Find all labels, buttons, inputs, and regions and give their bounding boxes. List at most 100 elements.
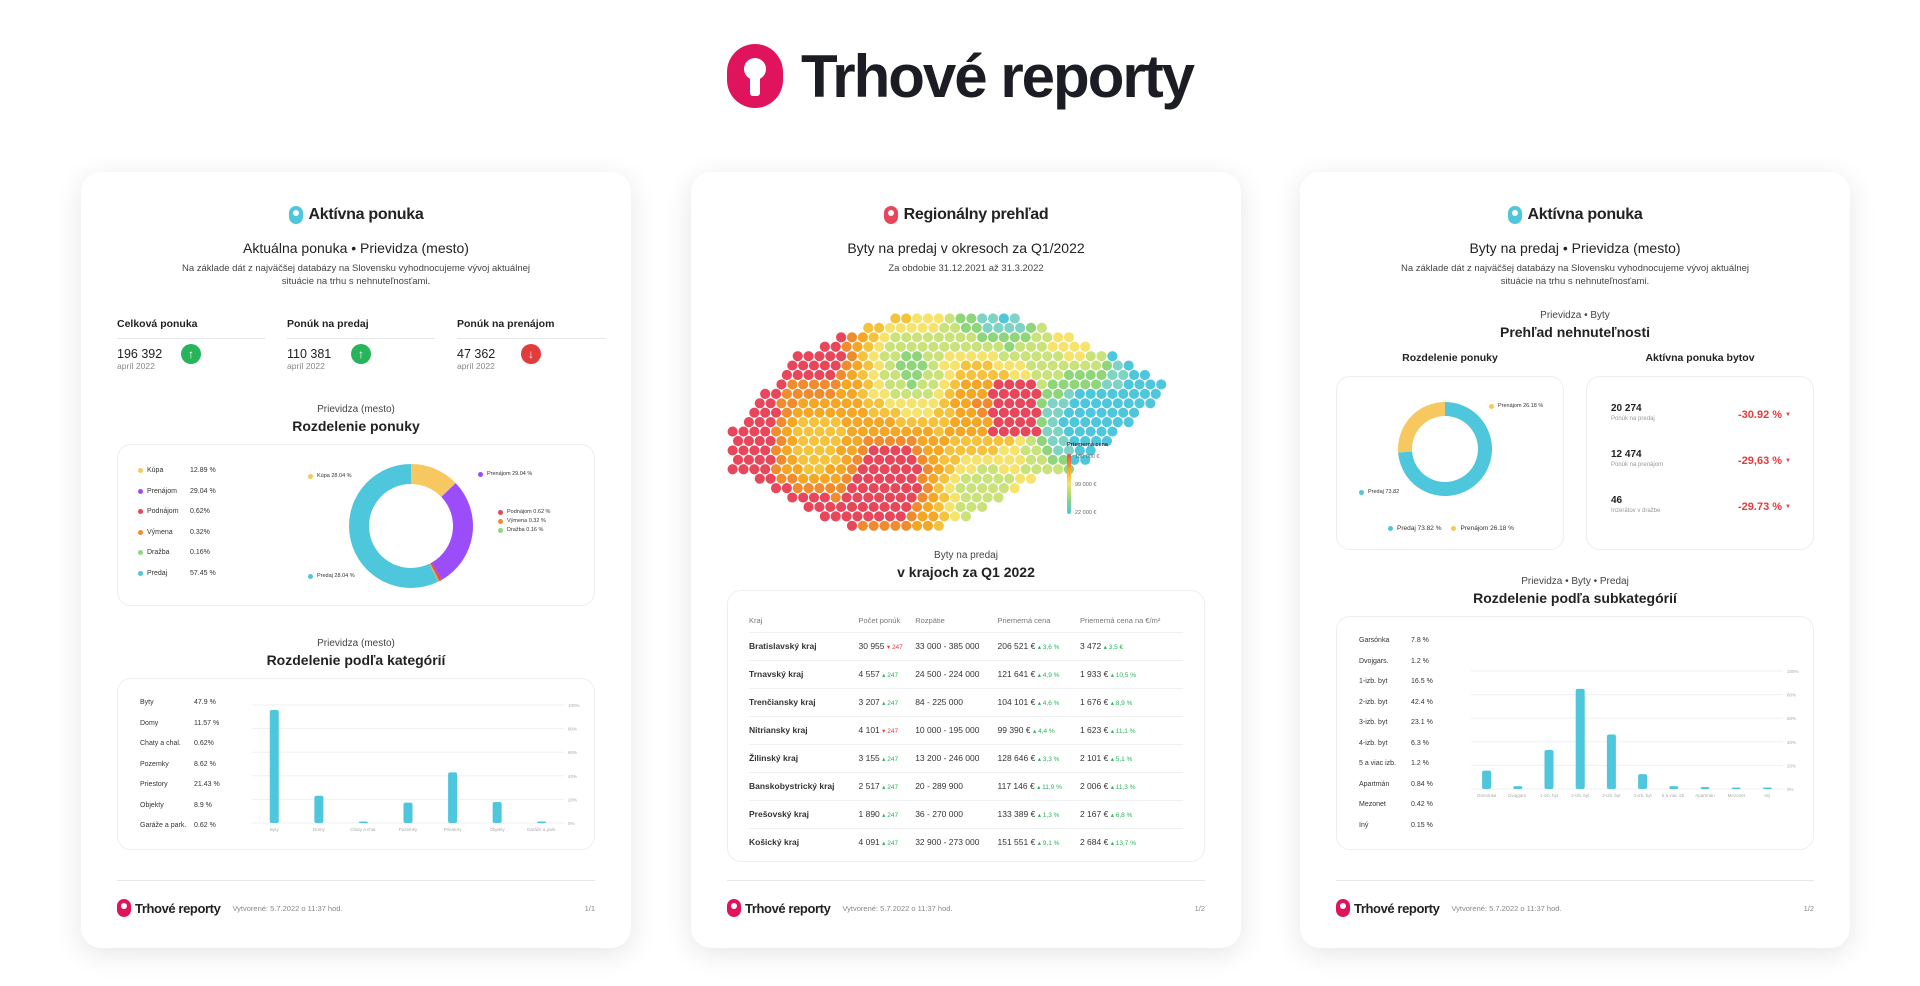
map-hex: [814, 407, 825, 418]
map-hex: [803, 464, 814, 475]
map-hex: [798, 379, 809, 390]
map-hex: [906, 492, 917, 503]
category-distribution-panel: Byty 47.9 % Domy 11.57 % Chaty a chal. 0.62% P…: [117, 678, 595, 850]
cell-value: 133 389 €: [997, 809, 1036, 819]
donut-slice-predaj: [1398, 402, 1492, 496]
map-hex: [1004, 398, 1015, 409]
map-hex: [922, 388, 934, 399]
map-hex: [1015, 417, 1026, 428]
map-hex: [841, 360, 852, 371]
map-hex: [754, 398, 765, 409]
map-hex: [890, 332, 901, 343]
map-hex: [911, 483, 923, 494]
map-hex: [1031, 369, 1042, 381]
map-hex: [890, 464, 901, 475]
map-hex: [884, 379, 896, 390]
cell-value: 151 551 €: [997, 837, 1036, 848]
legend-item: Kúpa: [138, 467, 163, 474]
cell-value: 4 557: [858, 669, 880, 679]
map-hex: [955, 369, 966, 381]
map-hex: [1036, 322, 1047, 333]
map-hex: [928, 473, 939, 484]
map-hex: [857, 388, 868, 399]
map-hex: [987, 483, 999, 494]
cell-value: 121 641 €: [997, 669, 1036, 679]
map-hex: [1063, 407, 1075, 418]
map-hex: [939, 379, 950, 390]
keyhole-icon: [1507, 206, 1522, 224]
map-hex: [1118, 407, 1129, 418]
map-hex: [868, 388, 879, 399]
map-hex: [879, 483, 890, 494]
cell-change: ▴ 3,6 %: [1037, 644, 1060, 651]
map-hex: [1053, 426, 1064, 437]
map-hex: [917, 492, 928, 503]
map-hex: [1036, 341, 1047, 352]
section-kicker: Byty na predaj: [934, 550, 998, 561]
donut-slice-prenájom: [431, 483, 473, 580]
map-hex: [955, 464, 966, 475]
map-hex: [1009, 483, 1020, 494]
map-hex: [966, 369, 977, 381]
y-tick-label: 20%: [568, 797, 577, 802]
legend-label: Byty: [140, 699, 154, 706]
cell-value: 117 146 €: [997, 781, 1035, 791]
map-hex: [749, 407, 760, 418]
map-hex: [874, 341, 885, 352]
footer-created: Vytvorené: 5.7.2022 o 11:37 hod.: [842, 903, 953, 913]
map-hex: [819, 511, 830, 522]
arrow-up-icon: ↑: [181, 344, 201, 364]
map-hex: [770, 483, 782, 494]
map-hex: [1015, 341, 1026, 352]
map-hex: [754, 417, 765, 428]
cell-change: ▴ 11,3 %: [1110, 784, 1136, 791]
map-hex: [1047, 417, 1058, 428]
map-hex: [890, 501, 901, 513]
card-header: Aktívna ponuka: [1300, 206, 1850, 224]
active-panel-title: Aktívna ponuka bytov: [1645, 352, 1755, 364]
map-hex: [966, 313, 977, 324]
legend-label: Prenájom: [147, 487, 177, 495]
donut-slice-výmena: [429, 563, 440, 582]
map-hex: [987, 351, 999, 362]
map-hex: [814, 464, 825, 475]
map-hex: [852, 492, 863, 503]
footer-brand: Trhové reporty: [1354, 900, 1440, 916]
cell-change: ▾ 247: [886, 644, 903, 651]
map-hex: [868, 483, 879, 494]
legend-label: Priestory: [140, 781, 168, 788]
map-hex: [857, 407, 868, 418]
cell-change: ▴ 3,5 €: [1103, 644, 1124, 651]
map-hex: [939, 341, 950, 352]
map-hex: [944, 369, 955, 381]
map-hex: [901, 445, 912, 456]
map-hex: [874, 454, 885, 465]
map-hex: [949, 454, 961, 465]
map-hex: [792, 407, 803, 418]
map-hex: [1134, 398, 1145, 409]
column-header: Počet ponúk: [858, 616, 901, 626]
map-hex: [874, 360, 885, 371]
map-hex: [895, 454, 906, 465]
map-hex: [1112, 398, 1123, 409]
map-hex: [928, 398, 939, 409]
map-hex: [884, 398, 896, 409]
bar: [537, 821, 547, 823]
column-header: Priemerná cena: [997, 616, 1051, 626]
map-hex: [1080, 435, 1091, 447]
map-hex: [830, 454, 841, 465]
donut-legend: Predaj 73.82 % Prenájom 26.18 %: [1337, 525, 1565, 532]
map-hex: [874, 417, 885, 428]
cell-m2: 1 623 € ▴ 11,1 %: [1079, 715, 1183, 744]
map-hex: [911, 407, 923, 418]
bar: [1762, 787, 1772, 789]
cell-m2: 3 472 ▴ 3,5 €: [1079, 631, 1183, 660]
map-hex: [863, 398, 874, 409]
cell-pocet: 1 890 ▴ 247: [858, 799, 916, 828]
cell-change: ▴ 247: [882, 672, 899, 679]
stat-change: -30.92 % ▼: [1738, 409, 1791, 421]
map-hex: [1123, 398, 1134, 409]
map-hex: [911, 464, 923, 475]
map-hex: [895, 511, 906, 522]
card-title: Aktívna ponuka: [1527, 206, 1643, 223]
